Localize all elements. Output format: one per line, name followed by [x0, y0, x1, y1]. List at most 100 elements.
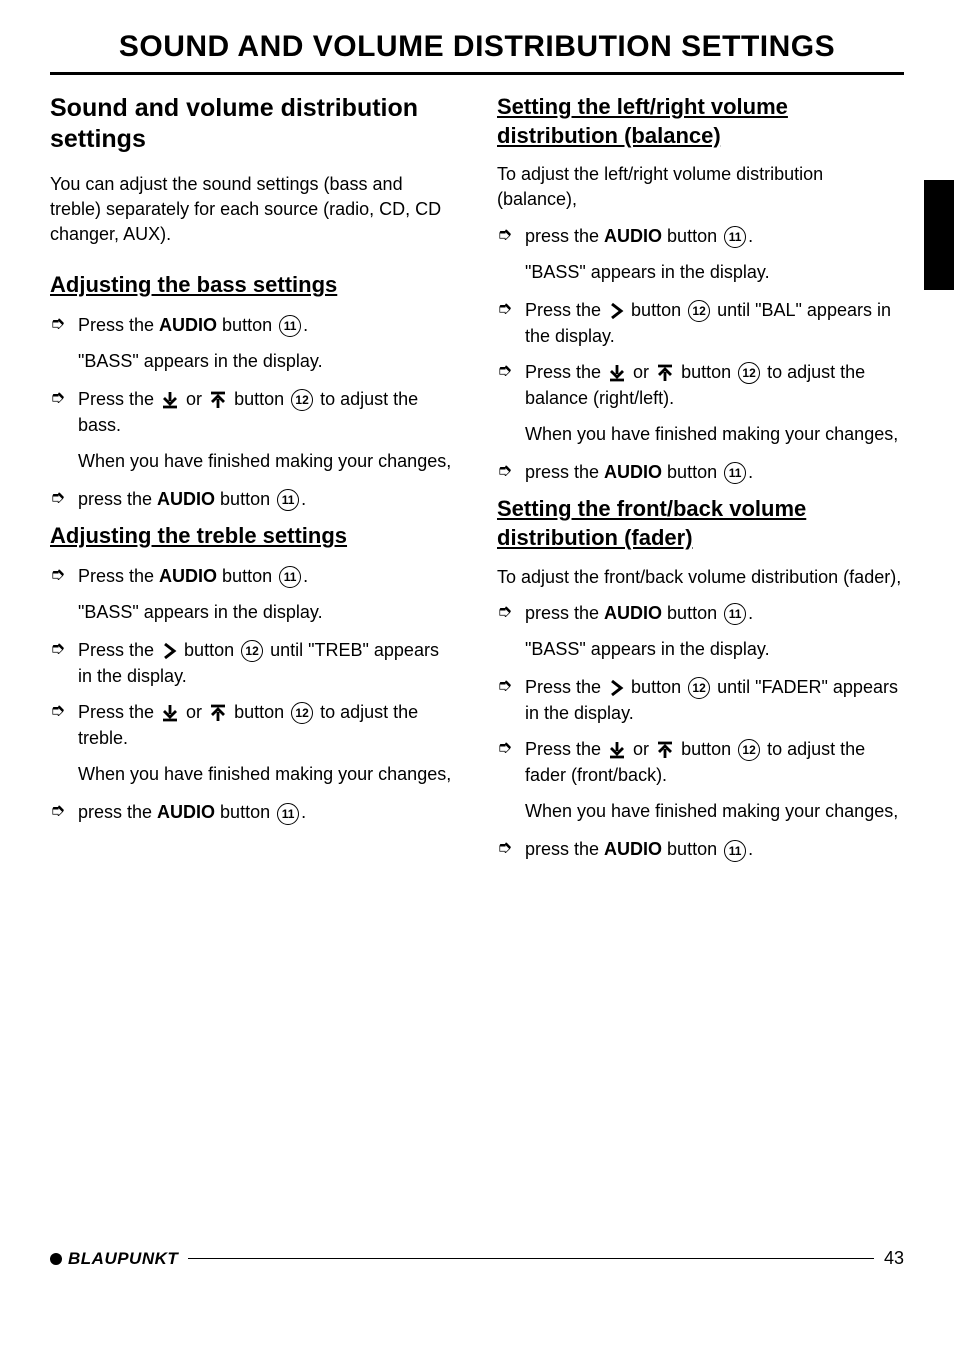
step-text: Press the AUDIO button 11.: [78, 312, 457, 338]
t: button: [662, 839, 722, 859]
step-text: Press the button 12 until "TREB" appears…: [78, 637, 457, 689]
step-note: When you have finished making your chang…: [525, 798, 904, 824]
t: Press the: [78, 702, 159, 722]
t: button: [215, 802, 275, 822]
footer: BLAUPUNKT 43: [50, 1248, 904, 1269]
step: ➮ Press the button 12 until "FADER" appe…: [497, 674, 904, 726]
step-marker-icon: ➮: [50, 487, 74, 508]
step-marker-icon: ➮: [497, 601, 521, 622]
t: button: [626, 677, 686, 697]
t: or: [181, 702, 207, 722]
t: .: [303, 315, 308, 335]
intro-text: You can adjust the sound settings (bass …: [50, 172, 457, 248]
t: Press the: [525, 677, 606, 697]
step-marker-icon: ➮: [50, 700, 74, 721]
arrow-up-bar-icon: [208, 390, 228, 410]
step-marker-icon: ➮: [50, 800, 74, 821]
step-note: When you have finished making your chang…: [78, 448, 457, 474]
ref-circle: 11: [724, 226, 746, 248]
t: button: [676, 739, 736, 759]
t: .: [303, 566, 308, 586]
t: button: [662, 603, 722, 623]
t: button: [215, 489, 275, 509]
ref-circle: 12: [738, 362, 760, 384]
arrow-right-icon: [160, 641, 178, 661]
step-marker-icon: ➮: [497, 675, 521, 696]
right-column: Setting the left/right volume distributi…: [497, 93, 904, 872]
step: ➮ Press the AUDIO button 11.: [50, 312, 457, 338]
t: button: [676, 362, 736, 382]
ref-circle: 11: [279, 315, 301, 337]
left-column: Sound and volume distribution settings Y…: [50, 93, 457, 872]
t: .: [748, 839, 753, 859]
step-marker-icon: ➮: [50, 313, 74, 334]
t: press the: [525, 839, 604, 859]
t: button: [626, 300, 686, 320]
sub-heading-fader: Setting the front/back volume distributi…: [497, 495, 904, 552]
step: ➮ press the AUDIO button 11.: [497, 223, 904, 249]
button-label: AUDIO: [604, 226, 662, 246]
t: press the: [525, 462, 604, 482]
t: .: [748, 462, 753, 482]
t: press the: [525, 603, 604, 623]
step-text: press the AUDIO button 11.: [525, 600, 904, 626]
t: or: [628, 362, 654, 382]
step-result: "BASS" appears in the display.: [78, 348, 457, 374]
t: .: [748, 603, 753, 623]
step: ➮ press the AUDIO button 11.: [497, 600, 904, 626]
arrow-right-icon: [607, 301, 625, 321]
side-tab: [924, 180, 954, 290]
button-label: AUDIO: [157, 802, 215, 822]
page-number: 43: [884, 1248, 904, 1269]
t: Press the: [525, 300, 606, 320]
button-label: AUDIO: [159, 315, 217, 335]
t: Press the: [525, 362, 606, 382]
button-label: AUDIO: [159, 566, 217, 586]
arrow-right-icon: [607, 678, 625, 698]
step: ➮ press the AUDIO button 11.: [497, 836, 904, 862]
step-marker-icon: ➮: [497, 460, 521, 481]
brand-dot-icon: [50, 1253, 62, 1265]
step: ➮ press the AUDIO button 11.: [50, 486, 457, 512]
button-label: AUDIO: [157, 489, 215, 509]
step-text: Press the or button 12 to adjust the bal…: [525, 359, 904, 411]
t: press the: [525, 226, 604, 246]
step-marker-icon: ➮: [50, 564, 74, 585]
button-label: AUDIO: [604, 603, 662, 623]
ref-circle: 12: [738, 739, 760, 761]
step-note: When you have finished making your chang…: [78, 761, 457, 787]
step: ➮ Press the AUDIO button 11.: [50, 563, 457, 589]
button-label: AUDIO: [604, 839, 662, 859]
step-text: press the AUDIO button 11.: [525, 836, 904, 862]
t: button: [662, 462, 722, 482]
t: press the: [78, 489, 157, 509]
t: button: [662, 226, 722, 246]
t: button: [229, 702, 289, 722]
step-text: press the AUDIO button 11.: [525, 459, 904, 485]
step: ➮ Press the or button 12 to adjust the b…: [50, 386, 457, 438]
ref-circle: 12: [688, 300, 710, 322]
step-note: When you have finished making your chang…: [525, 421, 904, 447]
ref-circle: 12: [688, 677, 710, 699]
step-text: Press the or button 12 to adjust the fad…: [525, 736, 904, 788]
step: ➮ Press the or button 12 to adjust the b…: [497, 359, 904, 411]
step-text: press the AUDIO button 11.: [78, 799, 457, 825]
ref-circle: 12: [291, 702, 313, 724]
t: Press the: [78, 566, 159, 586]
ref-circle: 11: [724, 840, 746, 862]
step: ➮ Press the button 12 until "TREB" appea…: [50, 637, 457, 689]
step-marker-icon: ➮: [497, 360, 521, 381]
arrow-down-bar-icon: [160, 703, 180, 723]
step-marker-icon: ➮: [50, 387, 74, 408]
t: or: [181, 389, 207, 409]
step: ➮ press the AUDIO button 11.: [50, 799, 457, 825]
button-label: AUDIO: [604, 462, 662, 482]
t: Press the: [78, 315, 159, 335]
step-marker-icon: ➮: [497, 737, 521, 758]
ref-circle: 11: [279, 566, 301, 588]
step-text: Press the AUDIO button 11.: [78, 563, 457, 589]
t: button: [179, 640, 239, 660]
ref-circle: 11: [277, 489, 299, 511]
t: button: [217, 566, 277, 586]
ref-circle: 11: [724, 603, 746, 625]
